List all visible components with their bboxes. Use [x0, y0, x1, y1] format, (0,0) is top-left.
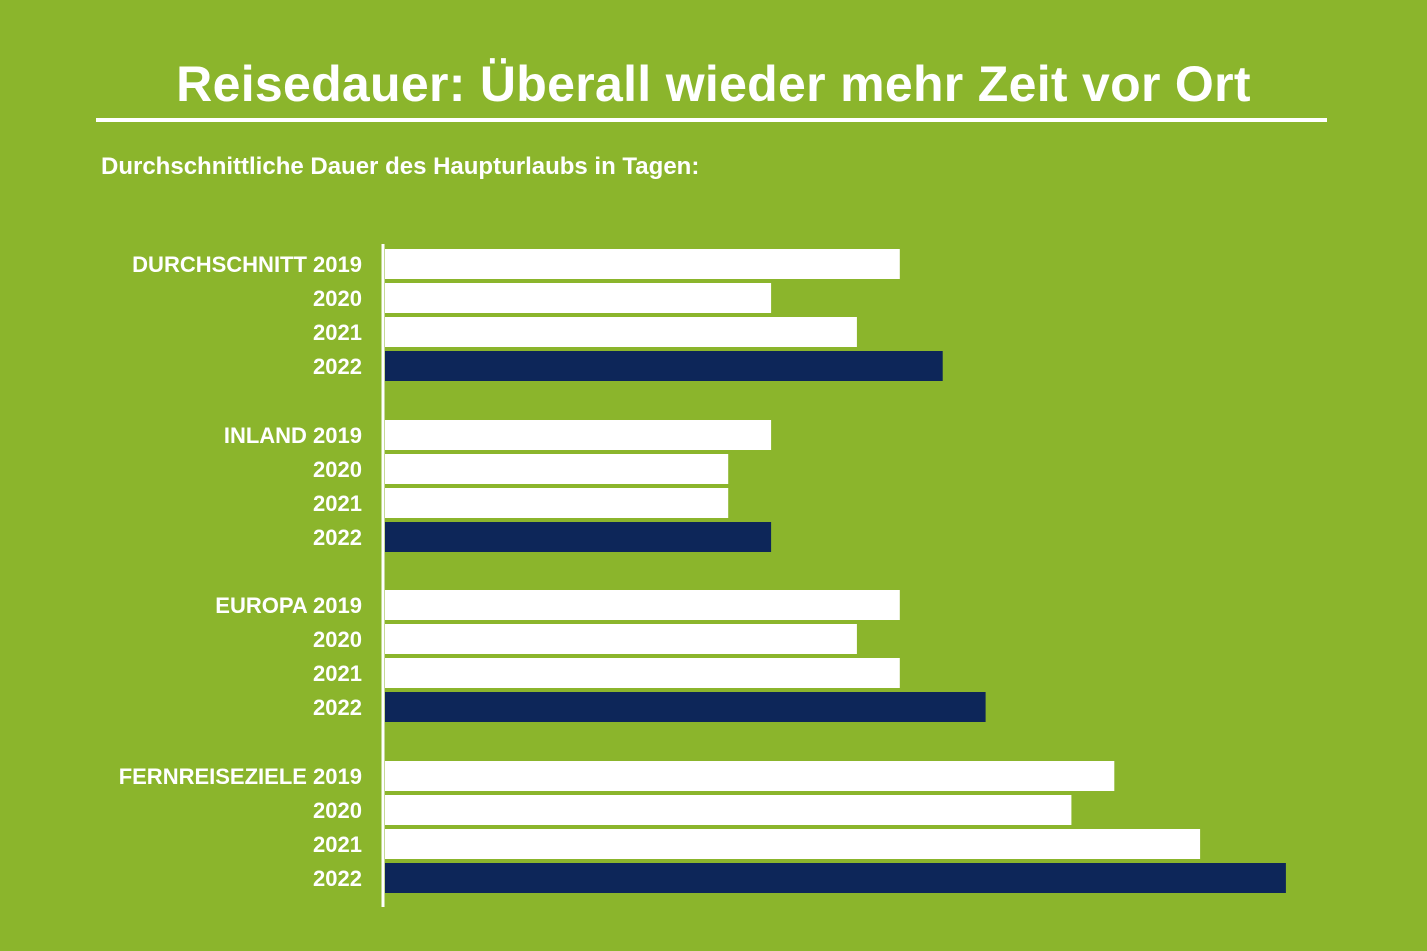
bar-label-inland-2020: 2020 — [313, 457, 362, 482]
bar-label-europa-2020: 2020 — [313, 627, 362, 652]
bar-label-fernreiseziele-2020: 2020 — [313, 798, 362, 823]
bar-label-europa-2021: 2021 — [313, 661, 362, 686]
bar-durchschnitt-2022 — [385, 351, 943, 381]
bar-europa-2021 — [385, 658, 900, 688]
bar-label-inland-2019: INLAND 2019 — [224, 423, 362, 448]
chart-title: Reisedauer: Überall wieder mehr Zeit vor… — [176, 56, 1251, 112]
bar-label-fernreiseziele-2021: 2021 — [313, 832, 362, 857]
bar-label-durchschnitt-2021: 2021 — [313, 320, 362, 345]
bar-inland-2022 — [385, 522, 772, 552]
bar-label-inland-2021: 2021 — [313, 491, 362, 516]
bar-fernreiseziele-2020 — [385, 795, 1072, 825]
bar-europa-2019 — [385, 590, 900, 620]
bar-label-durchschnitt-2020: 2020 — [313, 286, 362, 311]
bar-inland-2021 — [385, 488, 729, 518]
chart-subtitle: Durchschnittliche Dauer des Haupturlaubs… — [101, 153, 700, 180]
bar-label-fernreiseziele-2019: FERNREISEZIELE 2019 — [119, 764, 362, 789]
bar-label-durchschnitt-2019: DURCHSCHNITT 2019 — [132, 252, 362, 277]
bars-layer — [385, 249, 1286, 893]
bar-durchschnitt-2020 — [385, 283, 772, 313]
bar-fernreiseziele-2021 — [385, 829, 1201, 859]
bar-label-inland-2022: 2022 — [313, 525, 362, 550]
bar-inland-2020 — [385, 454, 729, 484]
title-underline — [96, 118, 1327, 122]
bar-europa-2022 — [385, 692, 986, 722]
bar-durchschnitt-2019 — [385, 249, 900, 279]
bar-inland-2019 — [385, 420, 772, 450]
bar-label-durchschnitt-2022: 2022 — [313, 354, 362, 379]
labels-layer: DURCHSCHNITT 2019 2020 2021 2022 INLAND 2019… — [119, 252, 362, 891]
bar-durchschnitt-2021 — [385, 317, 857, 347]
bar-label-europa-2019: EUROPA 2019 — [215, 593, 362, 618]
bar-fernreiseziele-2019 — [385, 761, 1115, 791]
bar-label-europa-2022: 2022 — [313, 695, 362, 720]
bar-fernreiseziele-2022 — [385, 863, 1286, 893]
bar-label-fernreiseziele-2022: 2022 — [313, 866, 362, 891]
bar-europa-2020 — [385, 624, 857, 654]
